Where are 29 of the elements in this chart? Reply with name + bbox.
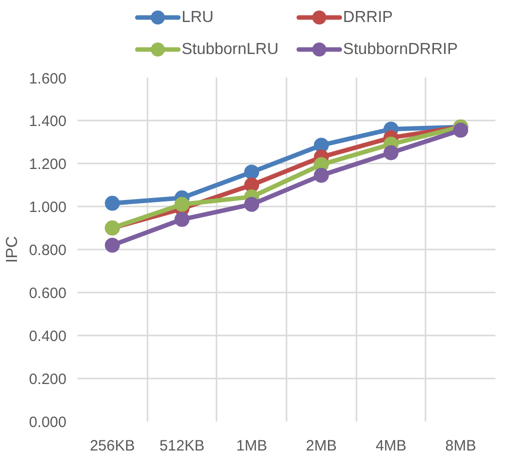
x-tick-label: 1MB — [236, 438, 268, 454]
x-tick-label: 2MB — [306, 438, 337, 454]
legend-label: StubbornLRU — [182, 41, 279, 58]
x-tick-label: 256KB — [90, 438, 135, 454]
legend-label: DRRIP — [343, 9, 393, 26]
point — [174, 196, 190, 212]
point — [174, 212, 190, 227]
legend-label: LRU — [182, 9, 214, 26]
point — [244, 164, 260, 180]
legend-label: StubbornDRRIP — [343, 41, 458, 58]
x-tick-label: 8MB — [445, 438, 476, 454]
point — [104, 238, 120, 253]
y-tick-label: 1.000 — [28, 199, 67, 216]
y-tick-label: 1.200 — [28, 156, 67, 173]
y-tick-label: 1.400 — [28, 113, 67, 130]
y-tick-label: 0.400 — [28, 328, 67, 345]
point — [384, 145, 398, 160]
point — [314, 168, 329, 183]
y-tick-label: 1.600 — [28, 70, 67, 88]
point — [104, 196, 120, 211]
y-tick-label: 0.800 — [28, 242, 67, 259]
x-tick-label: 512KB — [159, 438, 205, 454]
y-tick-label: 0.600 — [28, 285, 67, 302]
point — [453, 122, 468, 138]
y-axis-title: IPC — [4, 236, 21, 263]
y-tick-label: 0.200 — [28, 371, 67, 388]
x-tick-label: 4MB — [376, 438, 406, 454]
y-tick-label: 0.000 — [28, 414, 67, 431]
point — [244, 196, 260, 212]
